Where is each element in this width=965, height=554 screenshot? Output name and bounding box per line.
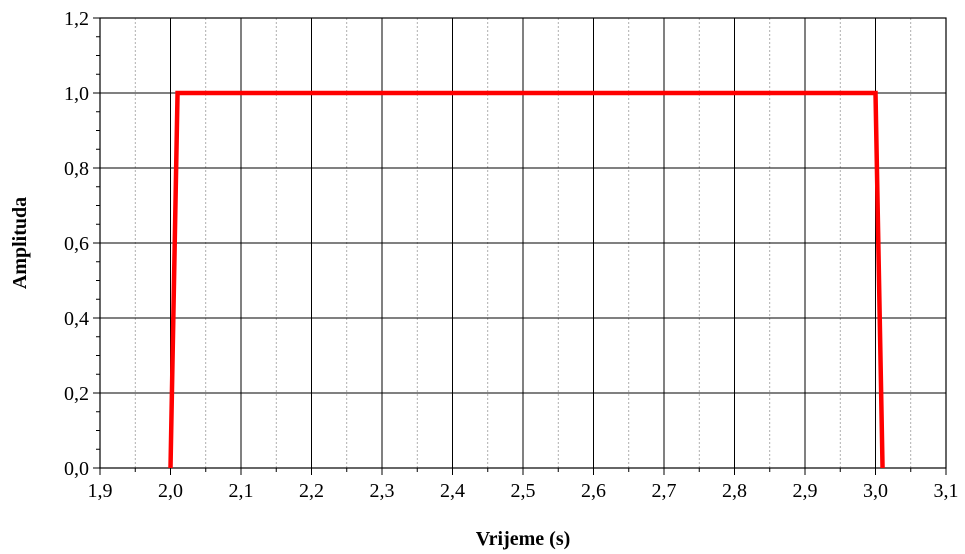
y-tick-label: 1,0 [64, 83, 89, 105]
y-tick-label: 0,0 [64, 458, 89, 480]
x-tick-label: 2,4 [440, 480, 465, 502]
x-tick-label: 2,7 [652, 480, 677, 502]
y-tick-label: 1,2 [64, 8, 89, 30]
x-tick-label: 2,3 [370, 480, 395, 502]
series-line [168, 90, 885, 469]
x-tick-label: 2,8 [722, 480, 747, 502]
y-axis-tick-labels: 0,0 0,2 0,4 0,6 0,8 1,0 1,2 [64, 8, 89, 480]
axis-ticks [93, 17, 947, 475]
y-tick-label: 0,8 [64, 158, 89, 180]
x-axis-title: Vrijeme (s) [476, 528, 571, 550]
x-tick-label: 2,5 [511, 480, 536, 502]
x-tick-label: 2,0 [158, 480, 183, 502]
y-tick-label: 0,4 [64, 308, 89, 330]
major-gridlines [100, 18, 946, 468]
x-tick-label: 2,9 [793, 480, 818, 502]
series-group [168, 90, 885, 469]
y-tick-label: 0,6 [64, 233, 89, 255]
x-tick-label: 2,6 [581, 480, 606, 502]
x-tick-label: 1,9 [88, 480, 113, 502]
x-tick-label: 2,1 [229, 480, 254, 502]
x-tick-label: 2,2 [299, 480, 324, 502]
x-tick-label: 3,1 [934, 480, 959, 502]
x-tick-label: 3,0 [863, 480, 888, 502]
y-axis-title: Amplituda [9, 197, 31, 289]
y-tick-label: 0,2 [64, 383, 89, 405]
x-axis-tick-labels: 1,9 2,0 2,1 2,2 2,3 2,4 2,5 2,6 2,7 2,8 2,9 3,0 3,1 [88, 480, 959, 502]
